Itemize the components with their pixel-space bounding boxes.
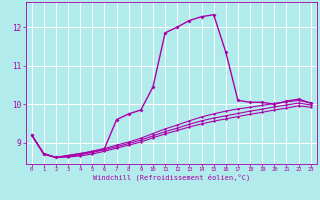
X-axis label: Windchill (Refroidissement éolien,°C): Windchill (Refroidissement éolien,°C) [92,174,250,181]
